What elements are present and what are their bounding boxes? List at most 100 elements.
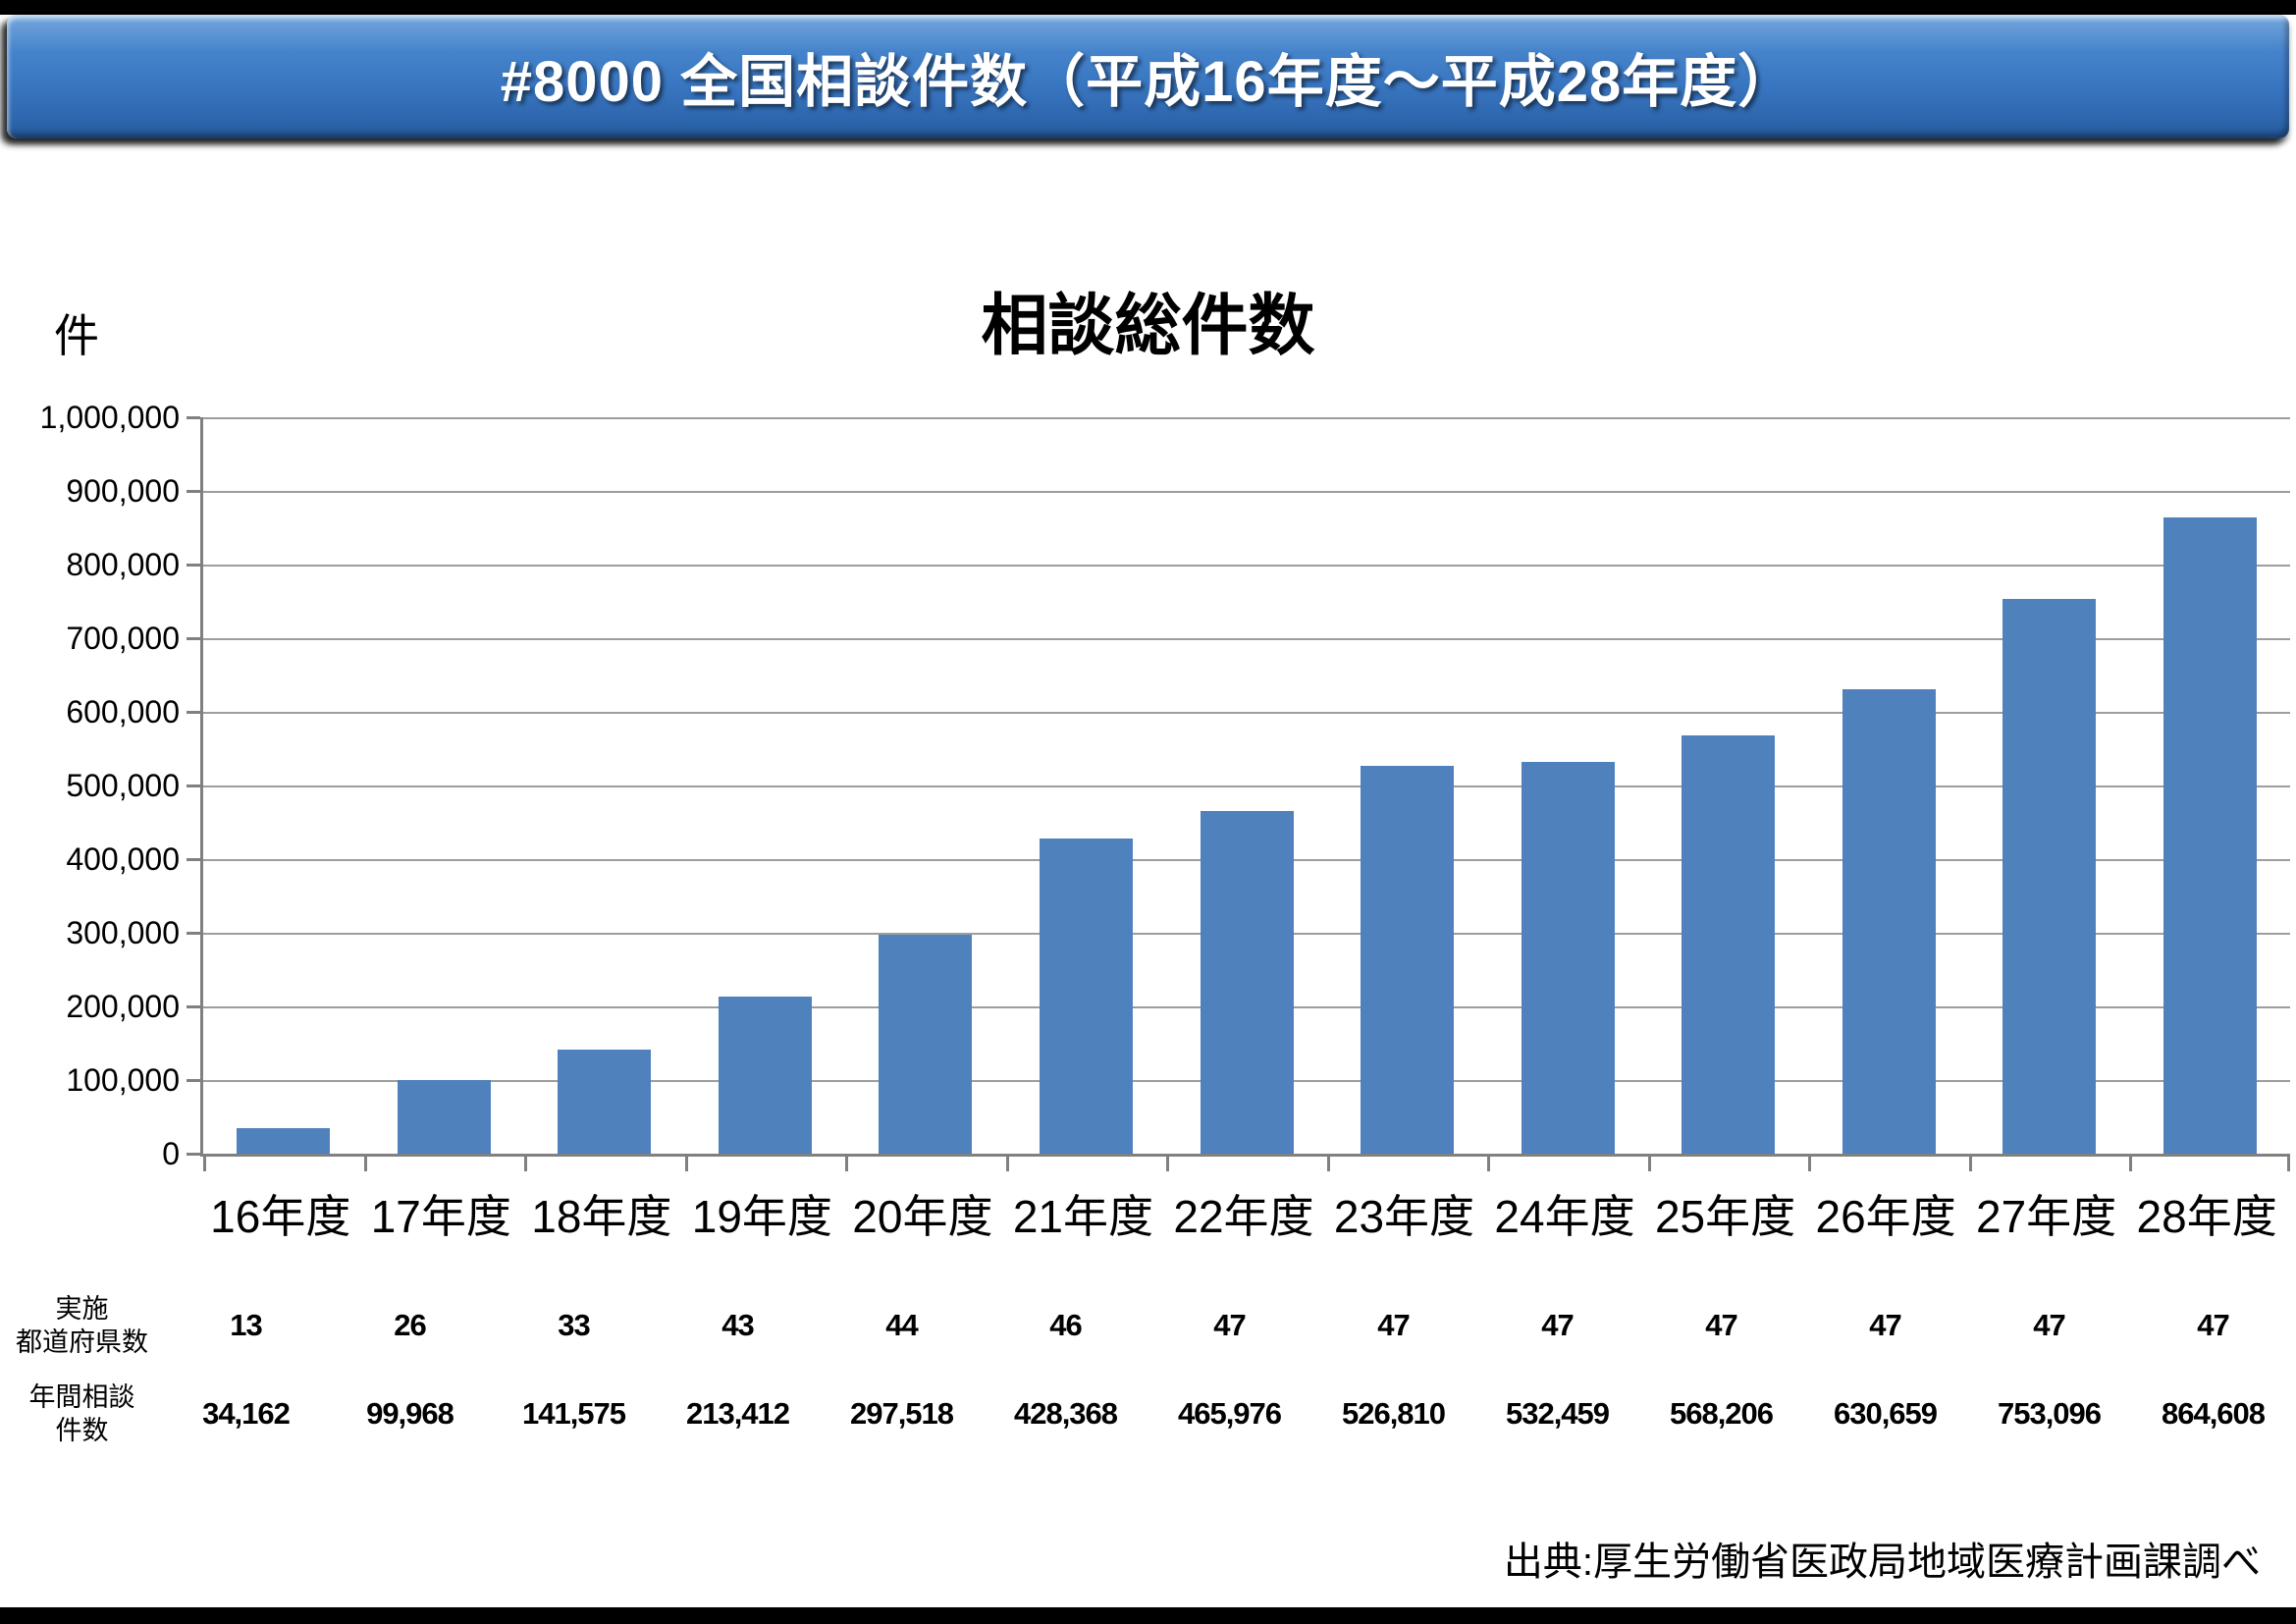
x-tick-label: 23年度 <box>1333 1191 1475 1242</box>
x-axis-tick <box>2129 1157 2133 1171</box>
x-axis-tick <box>845 1157 849 1171</box>
row-label-line: 都道府県数 <box>16 1327 148 1357</box>
table-cell: 532,459 <box>1505 1396 1610 1431</box>
y-axis-tick <box>187 932 200 935</box>
x-axis-tick <box>363 1157 367 1171</box>
table-cell: 13 <box>230 1308 262 1342</box>
table-cell: 47 <box>1541 1308 1574 1342</box>
top-black-strip <box>0 0 2296 15</box>
bar-24年度 <box>1521 761 1615 1154</box>
bar-22年度 <box>1200 810 1294 1154</box>
y-tick-label: 800,000 <box>66 547 180 582</box>
x-tick-label: 20年度 <box>852 1191 993 1242</box>
table-cell: 753,096 <box>1997 1396 2102 1431</box>
y-grid-line <box>203 491 2290 493</box>
table-cell: 864,608 <box>2161 1396 2266 1431</box>
y-axis-tick <box>187 711 200 714</box>
x-tick-label: 21年度 <box>1012 1191 1153 1242</box>
table-cell: 213,412 <box>685 1396 790 1431</box>
x-axis-tick <box>1005 1157 1009 1171</box>
y-axis-tick <box>187 858 200 861</box>
bar-20年度 <box>879 934 973 1154</box>
y-axis-tick <box>187 785 200 787</box>
row-label-line: 件数 <box>55 1416 109 1445</box>
bar-26年度 <box>1842 689 1936 1154</box>
chart-title: 相談総件数 <box>981 289 1315 363</box>
table-cell: 44 <box>885 1308 918 1342</box>
table-cell: 46 <box>1049 1308 1082 1342</box>
table-cell: 568,206 <box>1669 1396 1774 1431</box>
y-tick-label: 600,000 <box>66 694 180 730</box>
x-axis-tick <box>1166 1157 1170 1171</box>
table-row-label-annual-consultations: 年間相談 件数 <box>0 1380 164 1447</box>
table-cell: 526,810 <box>1341 1396 1446 1431</box>
bottom-black-strip <box>0 1607 2296 1624</box>
table-row-prefecture-counts: 13 26 33 43 44 46 47 47 47 47 47 47 47 <box>164 1292 2295 1359</box>
table-cell: 34,162 <box>202 1396 291 1431</box>
header-banner: #8000 全国相談件数（平成16年度～平成28年度） <box>7 15 2289 138</box>
y-axis-tick <box>187 416 200 419</box>
bar-23年度 <box>1361 765 1455 1154</box>
bar-19年度 <box>718 996 812 1154</box>
table-cell: 47 <box>2197 1308 2229 1342</box>
x-tick-label: 28年度 <box>2136 1191 2277 1242</box>
x-tick-label: 26年度 <box>1815 1191 1956 1242</box>
x-tick-label: 25年度 <box>1654 1191 1796 1242</box>
x-tick-label: 17年度 <box>370 1191 511 1242</box>
table-cell: 47 <box>2033 1308 2065 1342</box>
x-tick-label: 18年度 <box>531 1191 672 1242</box>
y-tick-label: 300,000 <box>66 915 180 950</box>
x-axis-tick <box>684 1157 688 1171</box>
x-axis-tick <box>1326 1157 1330 1171</box>
y-axis-tick <box>187 490 200 493</box>
y-tick-label: 100,000 <box>66 1062 180 1098</box>
bar-18年度 <box>558 1049 652 1154</box>
y-grid-line <box>203 565 2290 567</box>
x-axis-tick <box>524 1157 528 1171</box>
table-cell: 47 <box>1705 1308 1737 1342</box>
y-tick-label: 500,000 <box>66 768 180 803</box>
row-label-line: 実施 <box>55 1294 109 1324</box>
y-tick-label: 200,000 <box>66 989 180 1024</box>
y-grid-line <box>203 638 2290 640</box>
x-axis-tick <box>1487 1157 1491 1171</box>
table-row-label-prefectures: 実施 都道府県数 <box>0 1292 164 1359</box>
table-cell: 297,518 <box>849 1396 954 1431</box>
x-axis-tick <box>203 1157 206 1171</box>
y-axis-unit-label: 件 <box>54 310 99 361</box>
x-tick-label: 27年度 <box>1976 1191 2117 1242</box>
header-title: #8000 全国相談件数（平成16年度～平成28年度） <box>500 50 1796 114</box>
x-axis-labels: 16年度 17年度 18年度 19年度 20年度 21年度 22年度 23年度 24年度 25年度… <box>200 1181 2287 1246</box>
table-cell: 141,575 <box>521 1396 626 1431</box>
table-cell: 26 <box>394 1308 426 1342</box>
table-cell: 47 <box>1869 1308 1901 1342</box>
bar-28年度 <box>2163 516 2257 1154</box>
x-tick-label: 24年度 <box>1494 1191 1635 1242</box>
x-axis-tick <box>1647 1157 1651 1171</box>
x-tick-label: 19年度 <box>691 1191 832 1242</box>
y-tick-label: 1,000,000 <box>39 400 180 435</box>
x-tick-label: 22年度 <box>1173 1191 1314 1242</box>
y-axis-tick <box>187 1005 200 1008</box>
table-cell: 43 <box>721 1308 754 1342</box>
table-cell: 47 <box>1213 1308 1246 1342</box>
source-note: 出典:厚生労働省医政局地域医療計画課調べ <box>1503 1541 2261 1584</box>
y-grid-line <box>203 417 2290 419</box>
table-cell: 33 <box>558 1308 590 1342</box>
bar-16年度 <box>237 1128 331 1154</box>
table-row-annual-consultation-counts: 34,162 99,968 141,575 213,412 297,518 428,368… <box>164 1380 2295 1447</box>
bar-21年度 <box>1039 838 1133 1154</box>
table-cell: 465,976 <box>1177 1396 1282 1431</box>
table-cell: 47 <box>1377 1308 1410 1342</box>
table-cell: 99,968 <box>366 1396 454 1431</box>
bar-27年度 <box>2002 599 2097 1154</box>
y-axis-tick <box>187 1079 200 1082</box>
y-tick-label: 900,000 <box>66 473 180 509</box>
x-axis-tick <box>2287 1157 2290 1171</box>
y-axis-labels: 1,000,000 900,000 800,000 700,000 600,000 500… <box>0 400 180 1171</box>
y-tick-label: 0 <box>162 1136 180 1171</box>
plot-area <box>187 416 2290 1171</box>
y-axis-tick <box>187 564 200 567</box>
y-grid-line <box>203 712 2290 714</box>
